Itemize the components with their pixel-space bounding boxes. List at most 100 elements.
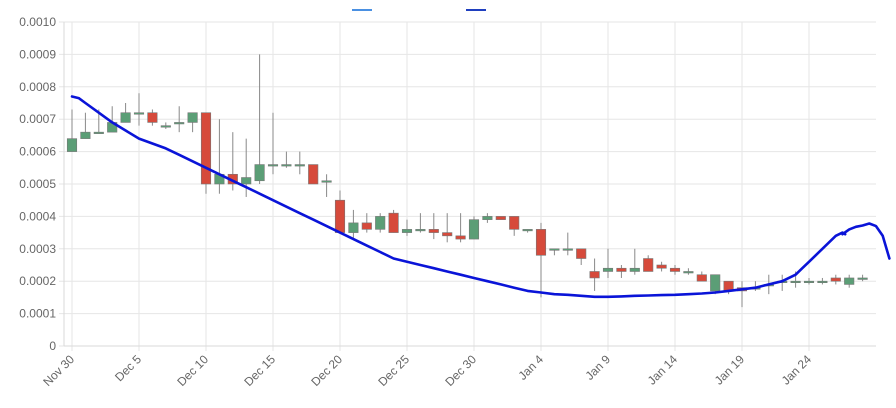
candle [656, 261, 667, 272]
candle [562, 232, 573, 256]
candle-body [321, 180, 332, 183]
candle [375, 213, 386, 233]
candle [683, 268, 694, 275]
x-tick-label: Jan 4 [515, 352, 546, 383]
candle [321, 174, 332, 197]
candle [147, 109, 158, 126]
x-tick-label: Dec 5 [112, 352, 144, 384]
candle [428, 213, 439, 240]
legend-swatch[interactable] [466, 9, 486, 11]
candle-body [482, 216, 493, 220]
candle [589, 258, 600, 291]
candle [817, 277, 828, 285]
candle [66, 109, 78, 152]
candle [267, 112, 279, 175]
candle [629, 248, 640, 275]
y-tick-label: 0 [49, 339, 56, 353]
x-tick-label: Dec 10 [174, 352, 211, 389]
x-tick-label: Dec 20 [308, 352, 345, 389]
candle-body [80, 131, 91, 139]
candle-body [643, 258, 654, 272]
y-tick-label: 0.0002 [19, 274, 56, 288]
candle [174, 106, 185, 133]
candle-body [361, 222, 372, 230]
candle-body [160, 125, 171, 128]
candle-body [468, 219, 480, 240]
candle [401, 219, 413, 236]
candle-body [495, 216, 506, 220]
candle-body [549, 248, 560, 251]
legend[interactable] [352, 9, 486, 11]
candle [803, 277, 815, 285]
candle [736, 281, 748, 308]
candle [254, 54, 265, 184]
candle-body [830, 277, 841, 282]
candle-body [589, 271, 600, 279]
candle-body [844, 277, 855, 285]
candle-body [187, 112, 198, 123]
candle [388, 209, 399, 233]
y-tick-label: 0.0001 [19, 307, 56, 321]
axes: 0 0.0001 0.0002 0.0003 0.0004 0.0005 0.0006 0.0… [19, 15, 876, 389]
candle-body [308, 164, 319, 185]
candle [281, 151, 292, 168]
candle [482, 213, 493, 223]
candle-body [133, 112, 145, 115]
candle [602, 248, 614, 278]
candle [643, 255, 654, 272]
candle [187, 112, 198, 133]
candle-body [294, 164, 305, 167]
candle-body [857, 277, 868, 280]
x-tick-label: Jan 19 [712, 352, 748, 388]
candles [66, 54, 868, 308]
candle-body [455, 235, 466, 240]
y-tick-label: 0.0007 [19, 112, 56, 126]
candle-body [401, 229, 413, 233]
candle [361, 213, 372, 233]
y-tick-label: 0.0006 [19, 145, 56, 159]
candle [455, 213, 466, 243]
candle-body [428, 229, 439, 233]
candle-body [334, 199, 346, 233]
candle-body [66, 138, 78, 152]
candle-body [710, 274, 721, 292]
candle [133, 93, 145, 126]
candle-body [442, 232, 453, 237]
x-tick-label: Jan 9 [582, 352, 613, 383]
candle-body [616, 267, 627, 272]
y-tick-label: 0.0004 [19, 209, 56, 223]
candle-body [535, 229, 547, 256]
x-tick-label: Jan 14 [645, 352, 681, 388]
candle-body [656, 264, 667, 269]
candle [200, 112, 212, 194]
candle [120, 103, 131, 123]
candle [616, 265, 627, 278]
candle-body [348, 222, 359, 233]
candle [669, 265, 681, 275]
y-tick-label: 0.0010 [19, 15, 56, 29]
candle-body [562, 248, 573, 251]
candle [348, 209, 359, 240]
trend-hook-line [841, 222, 891, 260]
candle-body [576, 248, 587, 259]
y-tick-label: 0.0003 [19, 242, 56, 256]
candle [535, 222, 547, 298]
candle-body [147, 112, 158, 123]
x-tick-label: Dec 15 [241, 352, 278, 389]
candle-body [254, 164, 265, 182]
candle [522, 229, 533, 233]
candle [710, 274, 721, 295]
y-tick-label: 0.0009 [19, 47, 56, 61]
trend-line [70, 95, 847, 299]
candle-body [415, 229, 426, 232]
candle-body [509, 216, 520, 230]
y-tick-label: 0.0005 [19, 177, 56, 191]
candle [160, 122, 171, 129]
candle [442, 213, 453, 243]
legend-swatch[interactable] [352, 9, 372, 11]
candle [576, 248, 587, 265]
candle-body [200, 112, 212, 185]
candle [334, 190, 346, 233]
